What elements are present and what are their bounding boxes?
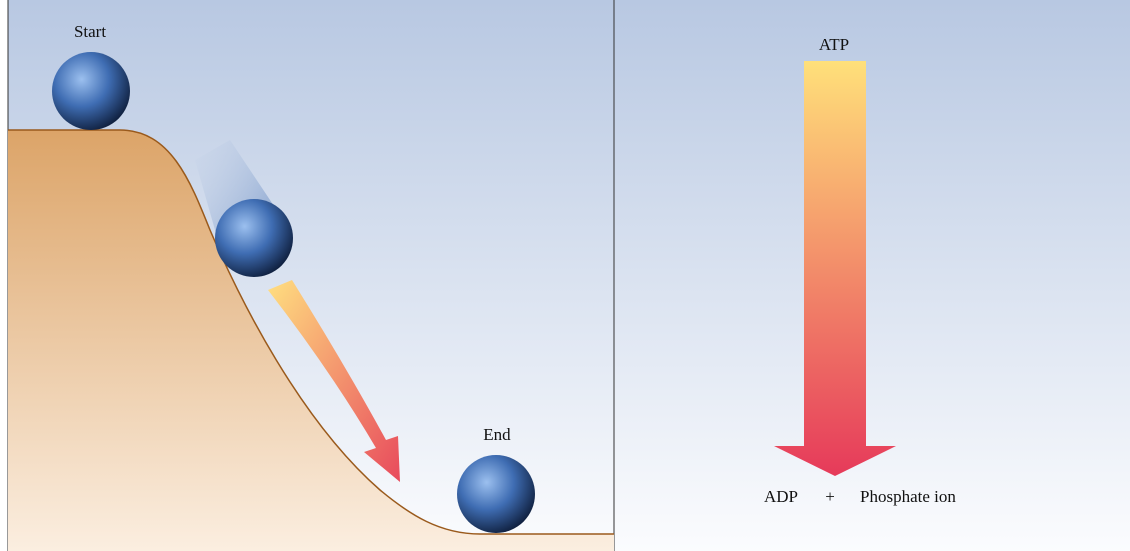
- ball-end: [457, 455, 535, 533]
- atp-label: ATP: [819, 35, 849, 54]
- plus-sign: +: [825, 487, 835, 506]
- end-label: End: [483, 425, 511, 444]
- start-label: Start: [74, 22, 106, 41]
- curved-arrow: [268, 280, 400, 482]
- energy-arrow: [774, 61, 896, 476]
- hill: [8, 130, 614, 551]
- ball-start: [52, 52, 130, 130]
- phosphate-label: Phosphate ion: [860, 487, 956, 506]
- adp-label: ADP: [764, 487, 798, 506]
- hill-edge: [8, 129, 614, 535]
- ball-rolling: [215, 199, 293, 277]
